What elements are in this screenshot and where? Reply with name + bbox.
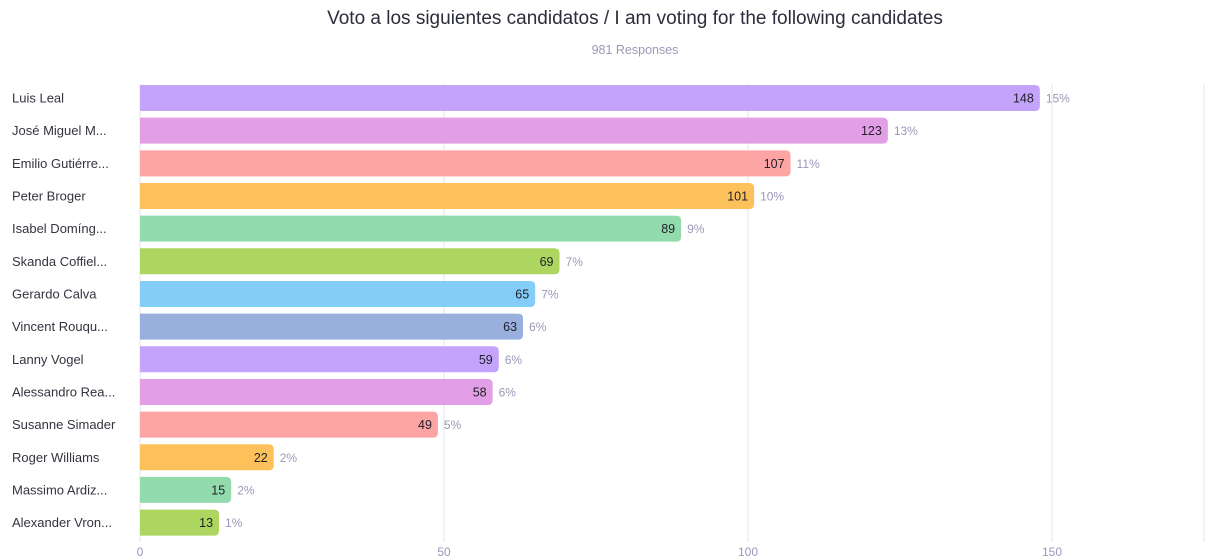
bar-value-label: 63 (503, 320, 517, 334)
bar[interactable] (140, 280, 536, 307)
bar-percent-label: 2% (280, 451, 298, 465)
bar-value-label: 69 (540, 255, 554, 269)
bar-percent-label: 9% (687, 222, 705, 236)
chart-subtitle: 981 Responses (591, 43, 679, 57)
bar-percent-label: 15% (1046, 92, 1070, 106)
bar-percent-label: 6% (529, 320, 547, 334)
bar[interactable] (140, 248, 560, 275)
bar-percent-label: 11% (797, 157, 820, 171)
bar-percent-label: 6% (505, 353, 523, 367)
bar[interactable] (140, 411, 438, 438)
bar-value-label: 65 (515, 287, 529, 301)
category-label: Isabel Domíng... (12, 221, 107, 236)
category-label: Vincent Rouqu... (12, 319, 108, 334)
bar[interactable] (140, 444, 274, 471)
category-label: Susanne Simader (12, 417, 116, 432)
bar-value-label: 13 (199, 516, 213, 530)
category-label: Peter Broger (12, 188, 86, 203)
category-label: Massimo Ardiz... (12, 482, 107, 497)
bar[interactable] (140, 150, 791, 177)
bar-value-label: 49 (418, 418, 432, 432)
bar[interactable] (140, 476, 232, 503)
category-label: Lanny Vogel (12, 352, 84, 367)
bar-percent-label: 7% (541, 287, 559, 301)
category-labels: Luis Leal José Miguel M... Emilio Gutiérre… (12, 91, 116, 531)
chart-title: Voto a los siguientes candidatos / I am … (327, 8, 943, 29)
category-label: Emilio Gutiérre... (12, 156, 109, 171)
bar[interactable] (140, 182, 755, 209)
x-tick-label: 50 (437, 545, 451, 559)
bar-value-label: 89 (661, 222, 675, 236)
bar-percent-label: 6% (499, 385, 517, 399)
bar-value-label: 58 (473, 385, 487, 399)
bar-value-label: 148 (1013, 92, 1034, 106)
bar-percent-label: 10% (760, 189, 784, 203)
bar-value-label: 107 (764, 157, 785, 171)
bar-percent-label: 5% (444, 418, 462, 432)
category-label: Skanda Coffiel... (12, 254, 107, 269)
category-label: Alessandro Rea... (12, 384, 115, 399)
x-tick-label: 100 (738, 545, 758, 559)
bar[interactable] (140, 509, 220, 536)
bar-percent-label: 13% (894, 124, 918, 138)
x-tick-label: 0 (137, 545, 144, 559)
x-axis-ticks: 0 50 100 150 (137, 545, 1063, 559)
category-label: Alexander Vron... (12, 515, 112, 530)
category-label: Roger Williams (12, 450, 100, 465)
bar-value-label: 15 (211, 483, 225, 497)
bar[interactable] (140, 85, 1040, 111)
bar[interactable] (140, 346, 499, 373)
bar-value-label: 123 (861, 124, 882, 138)
bar[interactable] (140, 313, 524, 340)
bars: 148 15% 123 13% 107 11% 101 10% 89 9% 69 7% 65 7% 63 6%… (140, 85, 1070, 536)
x-tick-label: 150 (1042, 545, 1062, 559)
category-label: José Miguel M... (12, 123, 107, 138)
bar-percent-label: 1% (225, 516, 243, 530)
category-label: Gerardo Calva (12, 286, 97, 301)
bar-value-label: 59 (479, 353, 493, 367)
bar[interactable] (140, 378, 493, 405)
bar[interactable] (140, 117, 888, 144)
bar-value-label: 22 (254, 451, 268, 465)
bar-percent-label: 7% (566, 255, 584, 269)
bar-percent-label: 2% (237, 483, 255, 497)
category-label: Luis Leal (12, 91, 64, 106)
bar[interactable] (140, 215, 682, 242)
bar-value-label: 101 (727, 189, 748, 203)
